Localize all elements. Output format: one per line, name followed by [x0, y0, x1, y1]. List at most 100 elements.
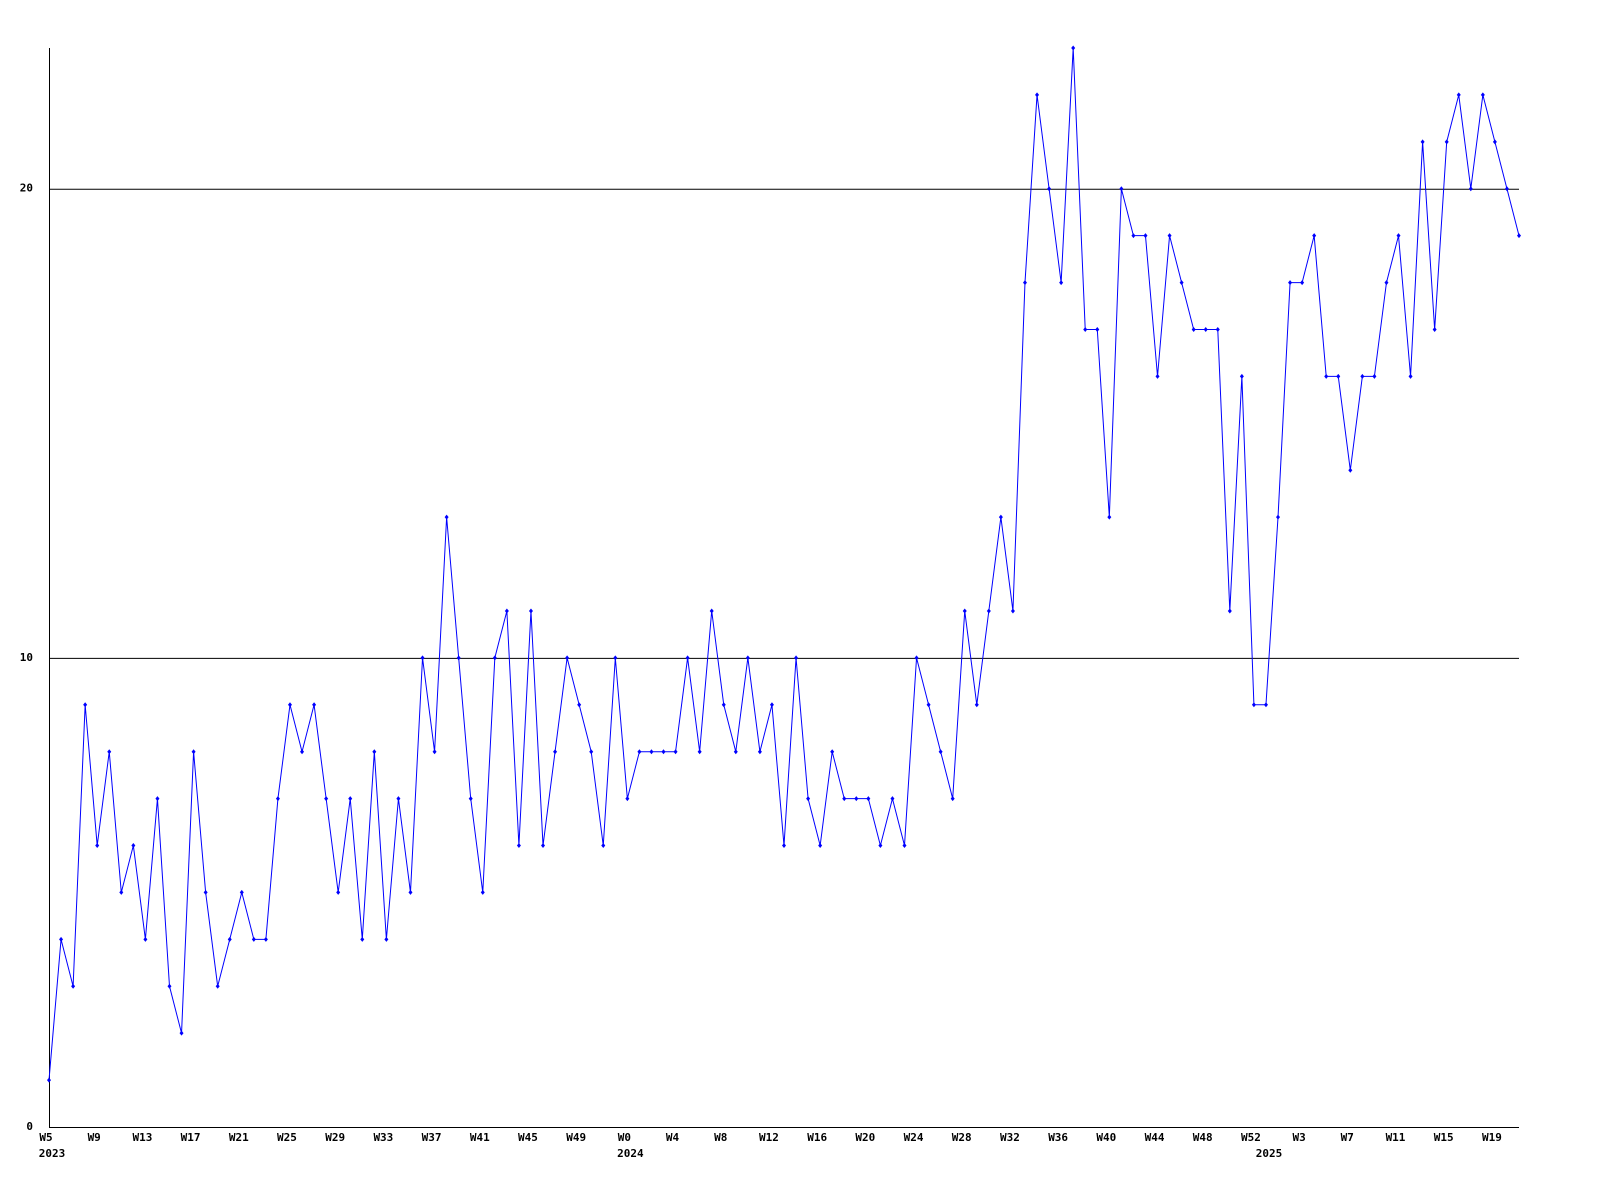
data-point [601, 843, 606, 849]
data-point [854, 796, 859, 802]
data-point [794, 655, 799, 661]
data-point [492, 655, 497, 661]
data-point [709, 608, 714, 614]
data-point [866, 796, 871, 802]
data-point [203, 889, 208, 895]
data-point [1396, 233, 1401, 239]
data-point [71, 983, 76, 989]
data-point [528, 608, 533, 614]
data-point [589, 749, 594, 755]
x-tick-label: W7 [1341, 1131, 1354, 1144]
data-point [227, 936, 232, 942]
x-tick-label: W33 [373, 1131, 393, 1144]
data-point [1010, 608, 1015, 614]
data-point [757, 749, 762, 755]
x-tick-label: W49 [566, 1131, 586, 1144]
data-point [685, 655, 690, 661]
data-point [275, 796, 280, 802]
data-point [637, 749, 642, 755]
data-point [818, 843, 823, 849]
x-tick-label: W32 [1000, 1131, 1020, 1144]
data-point [1227, 608, 1232, 614]
data-point [613, 655, 618, 661]
data-point [239, 889, 244, 895]
x-year-label: 2025 [1256, 1147, 1283, 1160]
x-tick-label: W37 [422, 1131, 442, 1144]
x-tick-label: W15 [1434, 1131, 1454, 1144]
x-tick-label: W41 [470, 1131, 490, 1144]
data-point [167, 983, 172, 989]
data-point [1324, 373, 1329, 379]
data-point [1167, 233, 1172, 239]
data-point [1456, 92, 1461, 98]
data-point [962, 608, 967, 614]
data-point [1059, 280, 1064, 286]
data-point [1360, 373, 1365, 379]
data-point [1107, 514, 1112, 520]
data-point [300, 749, 305, 755]
data-point [1119, 186, 1124, 192]
data-point [191, 749, 196, 755]
data-point [986, 608, 991, 614]
data-point [541, 843, 546, 849]
data-point [396, 796, 401, 802]
data-point [360, 936, 365, 942]
data-point [1203, 326, 1208, 332]
data-point [83, 702, 88, 708]
data-point [348, 796, 353, 802]
x-tick-label: W28 [952, 1131, 972, 1144]
x-tick-label: W48 [1193, 1131, 1213, 1144]
x-tick-label: W40 [1096, 1131, 1116, 1144]
data-point [1191, 326, 1196, 332]
x-tick-label: W5 [39, 1131, 52, 1144]
data-point [938, 749, 943, 755]
x-year-label: 2023 [39, 1147, 66, 1160]
data-point [263, 936, 268, 942]
x-tick-label: W11 [1386, 1131, 1406, 1144]
y-tick-label: 10 [20, 651, 33, 664]
data-point [155, 796, 160, 802]
x-tick-label: W21 [229, 1131, 249, 1144]
data-point [287, 702, 292, 708]
x-tick-label: W24 [904, 1131, 924, 1144]
data-point [1504, 186, 1509, 192]
data-point [420, 655, 425, 661]
x-tick-label: W3 [1292, 1131, 1305, 1144]
data-point [504, 608, 509, 614]
data-point [1083, 326, 1088, 332]
data-point [902, 843, 907, 849]
x-tick-label: W17 [181, 1131, 201, 1144]
data-point [432, 749, 437, 755]
x-tick-label: W12 [759, 1131, 779, 1144]
data-point [1288, 280, 1293, 286]
data-point [1312, 233, 1317, 239]
data-point [878, 843, 883, 849]
data-point [143, 936, 148, 942]
data-point [926, 702, 931, 708]
data-point [1035, 92, 1040, 98]
data-point [1276, 514, 1281, 520]
data-point [806, 796, 811, 802]
data-point [456, 655, 461, 661]
data-point [1492, 139, 1497, 145]
data-point [1047, 186, 1052, 192]
data-point [745, 655, 750, 661]
x-year-label: 2024 [617, 1147, 644, 1160]
data-point [842, 796, 847, 802]
data-line [48, 47, 1520, 1081]
data-point [1251, 702, 1256, 708]
y-tick-label: 20 [20, 182, 33, 195]
x-tick-label: W36 [1048, 1131, 1068, 1144]
x-tick-label: W8 [714, 1131, 727, 1144]
data-point [131, 843, 136, 849]
data-point [769, 702, 774, 708]
data-point [1517, 233, 1521, 239]
data-point [480, 889, 485, 895]
data-point [324, 796, 329, 802]
data-point [1179, 280, 1184, 286]
data-point [1372, 373, 1377, 379]
x-tick-label: W45 [518, 1131, 538, 1144]
data-point [1143, 233, 1148, 239]
data-point [1432, 326, 1437, 332]
